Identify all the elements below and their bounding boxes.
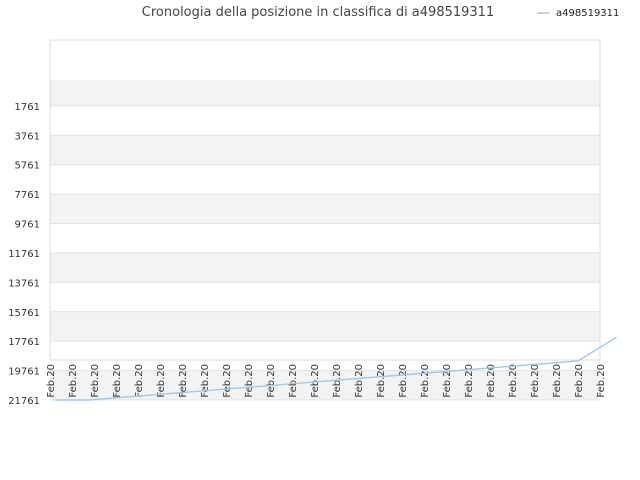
x-tick-label: Feb.20 bbox=[574, 364, 585, 398]
x-tick-label: Feb.20 bbox=[376, 364, 387, 398]
plot-band bbox=[50, 80, 600, 106]
plot-band bbox=[50, 105, 600, 136]
x-tick-label: Feb.20 bbox=[596, 364, 607, 398]
x-tick-label: Feb.20 bbox=[222, 364, 233, 398]
grid-lines bbox=[50, 105, 600, 401]
x-tick-label: Feb.20 bbox=[134, 364, 145, 398]
plot-band bbox=[50, 223, 600, 253]
plot-band bbox=[50, 252, 600, 283]
x-tick-label: Feb.20 bbox=[354, 364, 365, 398]
x-tick-label: Feb.20 bbox=[552, 364, 563, 398]
x-tick-label: Feb.20 bbox=[508, 364, 519, 398]
x-tick-label: Feb.20 bbox=[68, 364, 79, 398]
y-axis: 1761 3761 5761 7761 9761 11761 13761 15761 17761… bbox=[8, 102, 40, 407]
x-tick-label: Feb.20 bbox=[112, 364, 123, 398]
chart-title: Cronologia della posizione in classifica… bbox=[142, 5, 494, 20]
x-tick-label: Feb.20 bbox=[310, 364, 321, 398]
series-line-a498519311 bbox=[55, 336, 617, 401]
y-tick-label: 19761 bbox=[8, 367, 40, 378]
y-tick-label: 11761 bbox=[8, 249, 40, 260]
legend-label: a498519311 bbox=[556, 8, 619, 19]
x-tick-label: Feb.20 bbox=[156, 364, 167, 398]
y-tick-label: 13761 bbox=[8, 278, 40, 289]
x-tick-label: Feb.20 bbox=[178, 364, 189, 398]
plot-band bbox=[50, 282, 600, 312]
plot-bands bbox=[50, 80, 600, 400]
x-tick-label: Feb.20 bbox=[288, 364, 299, 398]
y-tick-label: 17761 bbox=[8, 337, 40, 348]
y-tick-label: 1761 bbox=[15, 102, 40, 113]
y-tick-label: 7761 bbox=[15, 190, 40, 201]
x-tick-label: Feb.20 bbox=[266, 364, 277, 398]
plot-band bbox=[50, 135, 600, 165]
x-tick-label: Feb.20 bbox=[244, 364, 255, 398]
plot-border bbox=[49, 39, 601, 361]
x-tick-label: Feb.20 bbox=[200, 364, 211, 398]
x-tick-label: Feb.20 bbox=[464, 364, 475, 398]
x-tick-label: Feb.20 bbox=[420, 364, 431, 398]
plot-band bbox=[50, 164, 600, 195]
y-tick-label: 5761 bbox=[15, 161, 40, 172]
x-tick-label: Feb.20 bbox=[90, 364, 101, 398]
y-tick-label: 21761 bbox=[8, 396, 40, 407]
y-tick-label: 9761 bbox=[15, 220, 40, 231]
x-tick-label: Feb.20 bbox=[46, 364, 57, 398]
x-tick-label: Feb.20 bbox=[442, 364, 453, 398]
plot-band bbox=[50, 341, 600, 371]
x-tick-label: Feb.20 bbox=[530, 364, 541, 398]
plot-band bbox=[50, 311, 600, 342]
y-tick-label: 3761 bbox=[15, 131, 40, 142]
x-tick-label: Feb.20 bbox=[486, 364, 497, 398]
y-tick-label: 15761 bbox=[8, 308, 40, 319]
x-tick-label: Feb.20 bbox=[398, 364, 409, 398]
plot-band bbox=[50, 194, 600, 224]
